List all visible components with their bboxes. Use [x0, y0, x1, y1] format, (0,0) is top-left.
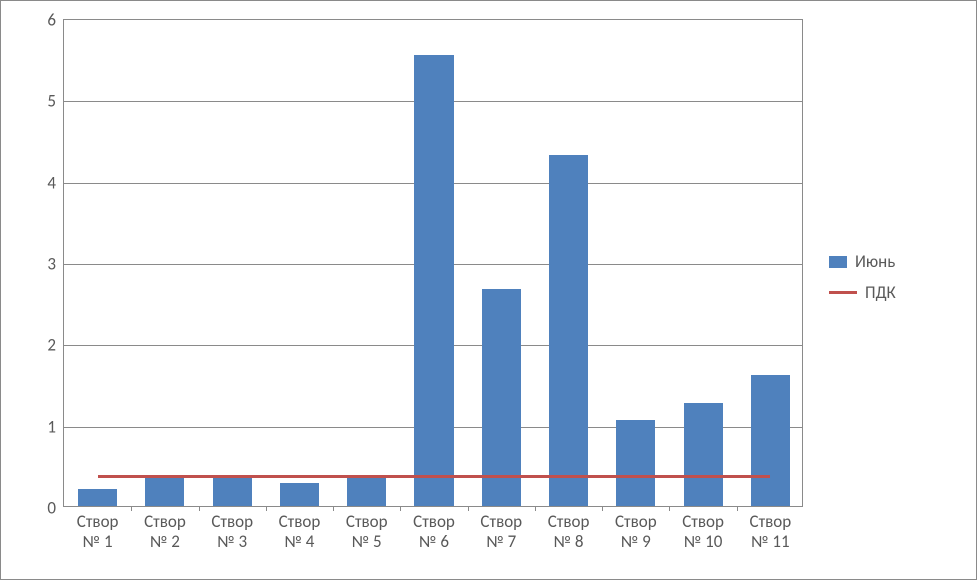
chart-frame: 0 1 2 3 4 5 6 Створ № 1 Створ № 2 Створ № 3 Створ … — [0, 0, 977, 580]
legend-swatch-line — [829, 291, 857, 294]
bar — [145, 478, 184, 506]
x-tick-label: Створ № 9 — [615, 506, 657, 551]
bar — [549, 155, 588, 506]
x-tick-mark — [602, 506, 603, 511]
y-tick-label: 2 — [47, 335, 64, 356]
threshold-line — [98, 475, 771, 478]
x-tick-mark — [333, 506, 334, 511]
y-tick-label: 5 — [47, 91, 64, 112]
y-tick-label: 1 — [47, 416, 64, 437]
legend-label: ПДК — [865, 282, 896, 303]
bar — [280, 483, 319, 506]
x-tick-label: Створ № 11 — [750, 506, 792, 551]
bar — [482, 289, 521, 506]
x-tick-mark — [266, 506, 267, 511]
x-tick-label: Створ № 2 — [144, 506, 186, 551]
legend-item: ПДК — [829, 282, 896, 303]
x-tick-label: Створ № 8 — [548, 506, 590, 551]
x-tick-label: Створ № 5 — [346, 506, 388, 551]
legend-item: Июнь — [829, 251, 896, 272]
bar — [213, 475, 252, 506]
x-tick-label: Створ № 7 — [480, 506, 522, 551]
y-tick-label: 6 — [47, 10, 64, 31]
legend-label: Июнь — [855, 251, 895, 272]
x-tick-label: Створ № 10 — [682, 506, 724, 551]
x-tick-label: Створ № 3 — [211, 506, 253, 551]
x-tick-label: Створ № 6 — [413, 506, 455, 551]
bar — [347, 476, 386, 506]
x-tick-mark — [131, 506, 132, 511]
legend: Июнь ПДК — [829, 241, 896, 313]
x-tick-mark — [737, 506, 738, 511]
x-tick-mark — [400, 506, 401, 511]
x-tick-mark — [535, 506, 536, 511]
x-tick-label: Створ № 4 — [279, 506, 321, 551]
x-tick-label: Створ № 1 — [77, 506, 119, 551]
bar — [616, 420, 655, 506]
x-tick-mark — [669, 506, 670, 511]
bar — [414, 55, 453, 506]
x-tick-mark — [468, 506, 469, 511]
plot-area: 0123456Створ № 1Створ № 2Створ № 3Створ … — [63, 19, 803, 507]
bar — [78, 489, 117, 506]
y-tick-label: 4 — [47, 172, 64, 193]
bar — [684, 403, 723, 506]
legend-swatch-bar — [829, 256, 847, 268]
bar — [751, 375, 790, 506]
x-tick-mark — [199, 506, 200, 511]
y-tick-label: 3 — [47, 254, 64, 275]
y-tick-label: 0 — [47, 498, 64, 519]
